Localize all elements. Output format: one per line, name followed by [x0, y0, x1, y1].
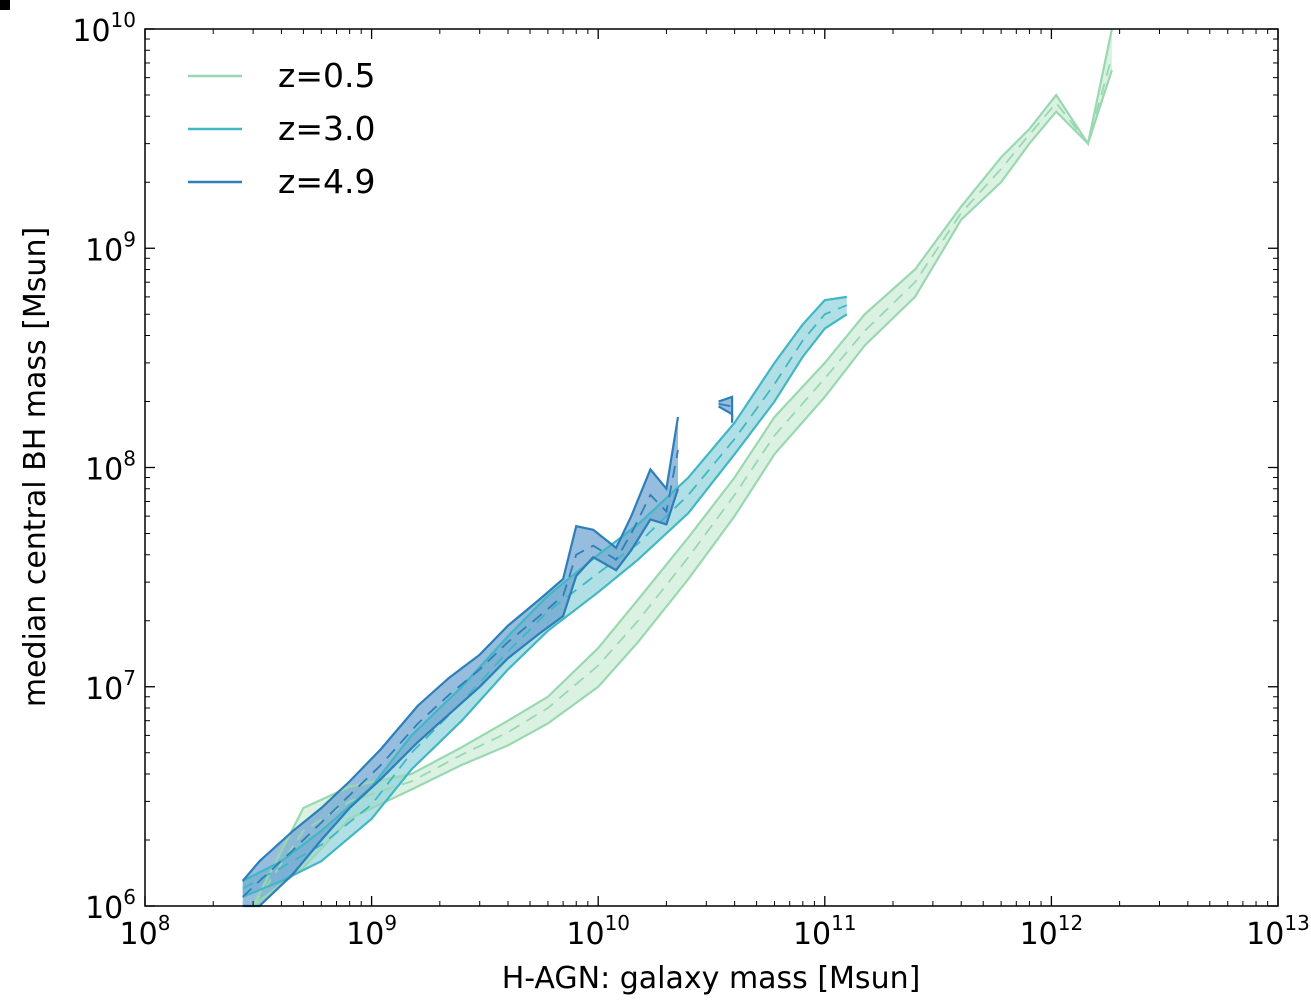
corner-mark — [0, 0, 10, 10]
median-line-series-3 — [718, 403, 733, 417]
y-tick-label-1: 107 — [85, 666, 136, 707]
series-lines — [241, 28, 1113, 908]
x-tick-label-1: 109 — [346, 911, 397, 952]
axis-ticks — [144, 28, 1279, 907]
upper-line-series-3 — [718, 395, 734, 420]
x-tick-label-4: 1012 — [1020, 911, 1084, 952]
y-tick-label-0: 106 — [85, 885, 136, 926]
legend-label-1: z=3.0 — [278, 109, 375, 148]
lower-line-series-0 — [252, 69, 1113, 907]
median-line-series-2 — [242, 449, 679, 898]
band-series-1 — [242, 296, 847, 897]
legend-label-0: z=0.5 — [278, 56, 375, 95]
y-tick-label-2: 108 — [85, 447, 136, 488]
upper-line-series-2 — [241, 416, 680, 882]
y-tick-label-4: 1010 — [72, 8, 136, 49]
lower-line-series-2 — [242, 488, 680, 908]
x-axis-label: H-AGN: galaxy mass [Msun] — [502, 961, 921, 996]
x-tick-label-5: 1013 — [1246, 911, 1310, 952]
upper-line-series-1 — [242, 295, 847, 882]
lower-line-series-1 — [242, 313, 848, 898]
band-series-2 — [242, 417, 678, 906]
y-axis-label: median central BH mass [Msun] — [18, 227, 53, 707]
x-tick-label-2: 1010 — [566, 911, 630, 952]
series-bands — [242, 29, 1112, 906]
upper-line-series-0 — [252, 28, 1113, 907]
y-tick-labels: 106 107 108 109 1010 — [72, 8, 136, 926]
median-line-series-1 — [242, 304, 848, 890]
legend: z=0.5 z=3.0 z=4.9 — [188, 56, 375, 201]
x-tick-label-3: 1011 — [793, 911, 857, 952]
legend-label-2: z=4.9 — [278, 162, 375, 201]
y-tick-label-3: 109 — [85, 227, 136, 268]
median-line-series-0 — [252, 56, 1113, 907]
x-tick-labels: 108 109 1010 1011 1012 1013 — [120, 911, 1310, 952]
x-tick-label-0: 108 — [120, 911, 171, 952]
